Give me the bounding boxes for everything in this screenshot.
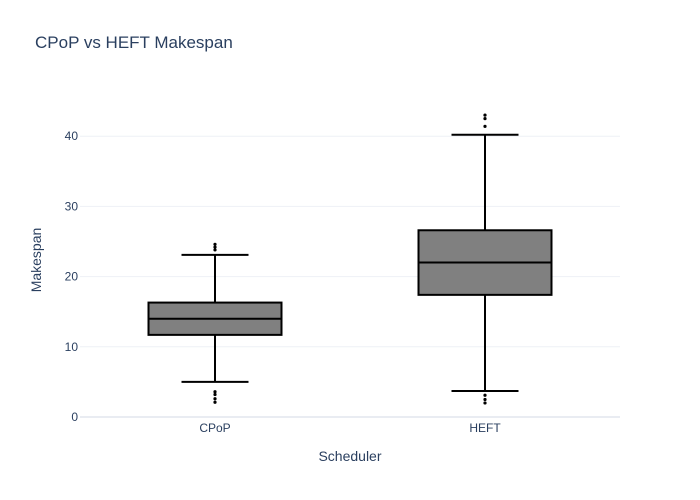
outlier-point [483, 113, 487, 117]
y-tick-label: 20 [65, 270, 79, 284]
x-tick-label: HEFT [469, 421, 501, 435]
outlier-point [483, 124, 487, 128]
outlier-point [213, 248, 217, 252]
outlier-point [483, 393, 487, 397]
outlier-point [483, 397, 487, 402]
outlier-point [213, 242, 217, 246]
y-tick-labels: 0 10 20 30 40 [65, 129, 79, 424]
box-cpop [147, 242, 283, 404]
chart-title: CPoP vs HEFT Makespan [35, 33, 233, 52]
outlier-point [213, 390, 217, 394]
outlier-point [213, 392, 217, 397]
outlier-point [483, 117, 487, 121]
outlier-point [213, 245, 217, 249]
y-tick-label: 40 [65, 129, 79, 143]
y-axis-title: Makespan [28, 228, 44, 293]
x-tick-label: CPoP [199, 421, 230, 435]
x-tick-labels: CPoP HEFT [199, 421, 501, 435]
y-tick-label: 10 [65, 340, 79, 354]
outlier-point [213, 400, 217, 404]
outlier-point [483, 401, 487, 405]
outlier-point [213, 397, 217, 401]
x-axis-title: Scheduler [318, 448, 381, 464]
y-tick-label: 0 [71, 410, 78, 424]
box-heft [417, 113, 553, 405]
box-layer [147, 113, 553, 405]
y-tick-label: 30 [65, 199, 79, 213]
